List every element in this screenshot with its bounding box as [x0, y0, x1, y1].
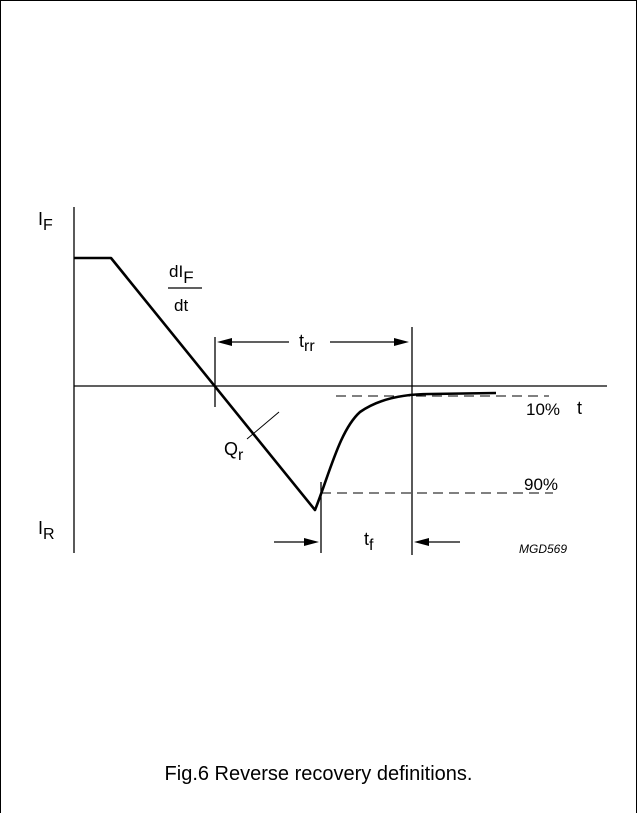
qr-label: Qr	[224, 439, 244, 464]
tf-label: tf	[364, 529, 374, 554]
ninety-percent-label: 90%	[524, 475, 558, 494]
trr-label: trr	[299, 331, 315, 355]
figure-code-label: MGD569	[519, 542, 567, 556]
trr-arrow-right-head	[394, 338, 409, 346]
didt-denominator: dt	[174, 296, 188, 315]
figure-caption: Fig.6 Reverse recovery definitions.	[164, 763, 473, 785]
time-axis-label: t	[577, 398, 582, 418]
tf-arrow-left-head	[304, 538, 319, 546]
tf-arrow-right-head	[414, 538, 429, 546]
didt-numerator: dIF	[169, 262, 194, 287]
reverse-recovery-current-curve	[74, 256, 497, 512]
trr-arrow-left-head	[217, 338, 232, 346]
if-label: IF	[38, 209, 53, 234]
qr-leader-line	[246, 411, 280, 440]
ir-label: IR	[38, 518, 55, 543]
ten-percent-label: 10%	[526, 400, 560, 419]
